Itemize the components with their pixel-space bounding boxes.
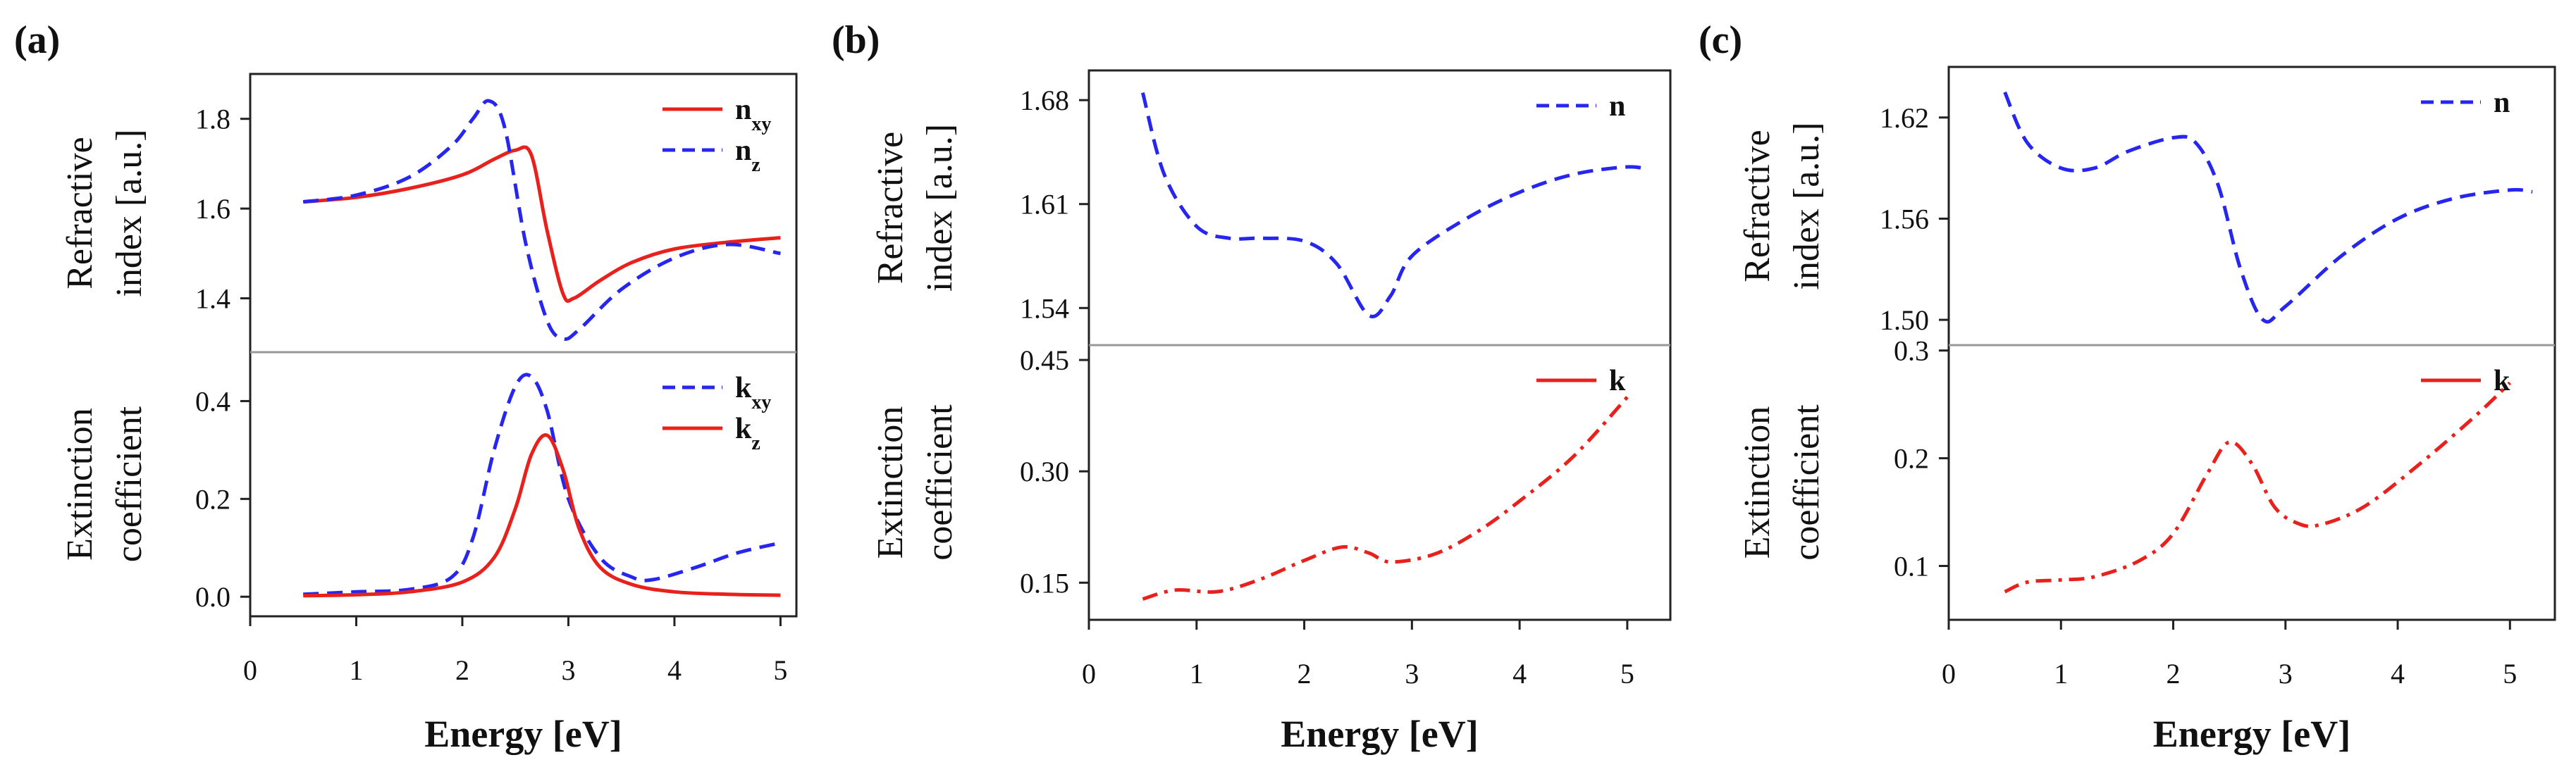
legend-label: kxy	[735, 372, 771, 413]
x-tick-label: 0	[1082, 658, 1096, 690]
y-axis-label: index [a.u.]	[1787, 122, 1827, 289]
y-tick-label: 1.8	[195, 104, 230, 135]
x-tick-label: 3	[1405, 658, 1419, 690]
y-axis-label: Refractive	[1737, 130, 1777, 282]
legend-subscript: z	[751, 432, 760, 454]
x-tick-label: 2	[455, 654, 469, 686]
y-axis-label: Extinction	[870, 406, 911, 559]
y-tick-label: 0.3	[1894, 335, 1929, 367]
y-tick-label: 1.68	[1020, 85, 1069, 116]
x-tick-label: 1	[349, 654, 363, 686]
x-axis-label: Energy [eV]	[2153, 713, 2350, 755]
legend-label: k	[1609, 365, 1626, 397]
y-axis-label: index [a.u.]	[920, 124, 960, 292]
y-tick-label: 1.56	[1880, 203, 1929, 235]
y-axis-label: Extinction	[60, 408, 100, 561]
panel-label: (b)	[832, 18, 880, 62]
legend-subscript: xy	[751, 392, 771, 413]
series-line	[2004, 381, 2512, 594]
y-axis-label: index [a.u.]	[109, 129, 149, 297]
y-tick-label: 1.6	[195, 193, 230, 225]
legend-label: kz	[735, 413, 760, 454]
x-tick-label: 3	[561, 654, 575, 686]
series-line	[1140, 92, 1649, 318]
legend-label: k	[2494, 365, 2510, 397]
y-axis-label: coefficient	[920, 404, 960, 561]
y-axis-label: coefficient	[1787, 404, 1827, 561]
y-tick-label: 1.61	[1020, 189, 1069, 220]
y-axis-label: coefficient	[109, 406, 149, 562]
legend-label: n	[1609, 90, 1625, 123]
panel-1: (b) 0 1 2 3 4 5 Energy [eV] 1.54 1.61 1.68 Refracti…	[832, 18, 1672, 755]
panel-label: (c)	[1699, 18, 1742, 62]
x-tick-label: 4	[667, 654, 682, 686]
x-tick-label: 0	[243, 654, 257, 686]
y-tick-label: 0.45	[1020, 344, 1069, 376]
x-tick-label: 2	[1298, 658, 1312, 690]
x-tick-label: 3	[2279, 658, 2293, 690]
x-tick-label: 1	[1190, 658, 1204, 690]
y-tick-label: 1.62	[1880, 102, 1929, 134]
x-tick-label: 5	[773, 654, 787, 686]
legend-subscript: z	[751, 154, 760, 176]
panel-2: (c) 0 1 2 3 4 5 Energy [eV] 1.50 1.56 1.62 Refracti…	[1699, 18, 2556, 755]
y-tick-label: 1.54	[1020, 292, 1069, 324]
x-tick-label: 4	[2391, 658, 2405, 690]
series-line	[302, 99, 781, 341]
y-axis-label: Refractive	[870, 132, 911, 285]
y-tick-label: 0.1	[1894, 551, 1929, 582]
legend-subscript: xy	[751, 113, 771, 135]
series-line	[2003, 91, 2533, 324]
x-axis-label: Energy [eV]	[1281, 713, 1478, 755]
x-tick-label: 0	[1942, 658, 1956, 690]
y-tick-label: 0.4	[195, 385, 230, 417]
series-line	[1142, 396, 1629, 601]
series-line	[303, 433, 781, 598]
series-line	[302, 145, 781, 303]
y-tick-label: 1.50	[1880, 304, 1929, 336]
x-tick-label: 5	[1620, 658, 1634, 690]
x-tick-label: 4	[1512, 658, 1527, 690]
series-line	[303, 373, 781, 597]
x-tick-label: 2	[2167, 658, 2181, 690]
legend-label: nz	[735, 135, 760, 176]
y-tick-label: 0.2	[1894, 443, 1929, 475]
y-tick-label: 0.15	[1020, 567, 1069, 599]
y-axis-label: Refractive	[60, 137, 100, 289]
y-tick-label: 0.0	[195, 581, 230, 613]
plot-frame	[1947, 66, 2556, 621]
y-tick-label: 0.30	[1020, 456, 1069, 487]
legend-label: nxy	[735, 94, 771, 135]
x-tick-label: 5	[2503, 658, 2517, 690]
y-tick-label: 0.2	[195, 483, 230, 515]
y-tick-label: 1.4	[195, 283, 230, 315]
x-axis-label: Energy [eV]	[424, 713, 622, 755]
legend-label: n	[2494, 87, 2510, 119]
x-tick-label: 1	[2054, 658, 2068, 690]
y-axis-label: Extinction	[1737, 406, 1777, 559]
panel-0: (a) 0 1 2 3 4 5 Energy [eV] 1.4 1.6 1.8 Refractive i…	[14, 18, 798, 755]
plot-frame	[249, 73, 798, 618]
panel-label: (a)	[14, 18, 60, 62]
